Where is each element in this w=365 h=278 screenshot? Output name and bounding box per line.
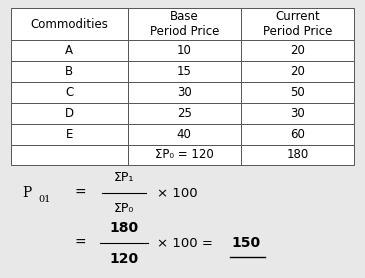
Bar bbox=[241, 82, 354, 103]
Text: 01: 01 bbox=[38, 195, 51, 204]
Bar bbox=[11, 124, 128, 145]
Text: 10: 10 bbox=[177, 44, 192, 57]
Text: × 100 =: × 100 = bbox=[157, 237, 213, 250]
Text: C: C bbox=[65, 86, 73, 99]
Bar bbox=[11, 82, 128, 103]
Bar bbox=[128, 124, 241, 145]
Bar bbox=[128, 61, 241, 82]
Bar bbox=[11, 61, 128, 82]
Bar bbox=[128, 103, 241, 124]
Text: ΣP₀: ΣP₀ bbox=[114, 202, 134, 215]
Text: ΣP₀ = 120: ΣP₀ = 120 bbox=[155, 148, 214, 162]
Text: P: P bbox=[22, 186, 31, 200]
Bar bbox=[241, 61, 354, 82]
Text: 150: 150 bbox=[232, 236, 261, 250]
Bar bbox=[128, 40, 241, 61]
Text: 30: 30 bbox=[177, 86, 192, 99]
Text: 20: 20 bbox=[290, 65, 305, 78]
Bar bbox=[11, 8, 128, 40]
Text: 50: 50 bbox=[290, 86, 305, 99]
Text: Current
Period Price: Current Period Price bbox=[263, 10, 332, 38]
Text: 180: 180 bbox=[286, 148, 308, 162]
Text: 30: 30 bbox=[290, 107, 305, 120]
Text: A: A bbox=[65, 44, 73, 57]
Text: Base
Period Price: Base Period Price bbox=[150, 10, 219, 38]
Bar bbox=[128, 82, 241, 103]
Text: 25: 25 bbox=[177, 107, 192, 120]
Bar bbox=[128, 8, 241, 40]
Text: 15: 15 bbox=[177, 65, 192, 78]
Bar bbox=[241, 8, 354, 40]
Text: Commodities: Commodities bbox=[30, 18, 108, 31]
Bar bbox=[11, 103, 128, 124]
Text: =: = bbox=[74, 236, 86, 250]
Text: 120: 120 bbox=[110, 252, 139, 265]
Text: 40: 40 bbox=[177, 128, 192, 141]
Bar bbox=[241, 145, 354, 165]
Text: 60: 60 bbox=[290, 128, 305, 141]
Text: × 100: × 100 bbox=[157, 187, 197, 200]
Text: 20: 20 bbox=[290, 44, 305, 57]
Text: D: D bbox=[65, 107, 74, 120]
Bar bbox=[128, 145, 241, 165]
Text: =: = bbox=[74, 186, 86, 200]
Text: ΣP₁: ΣP₁ bbox=[114, 172, 134, 184]
Text: E: E bbox=[66, 128, 73, 141]
Bar bbox=[241, 40, 354, 61]
Bar bbox=[11, 145, 128, 165]
Text: 180: 180 bbox=[110, 221, 139, 235]
Bar bbox=[241, 124, 354, 145]
Bar bbox=[241, 103, 354, 124]
Bar bbox=[11, 40, 128, 61]
Text: B: B bbox=[65, 65, 73, 78]
